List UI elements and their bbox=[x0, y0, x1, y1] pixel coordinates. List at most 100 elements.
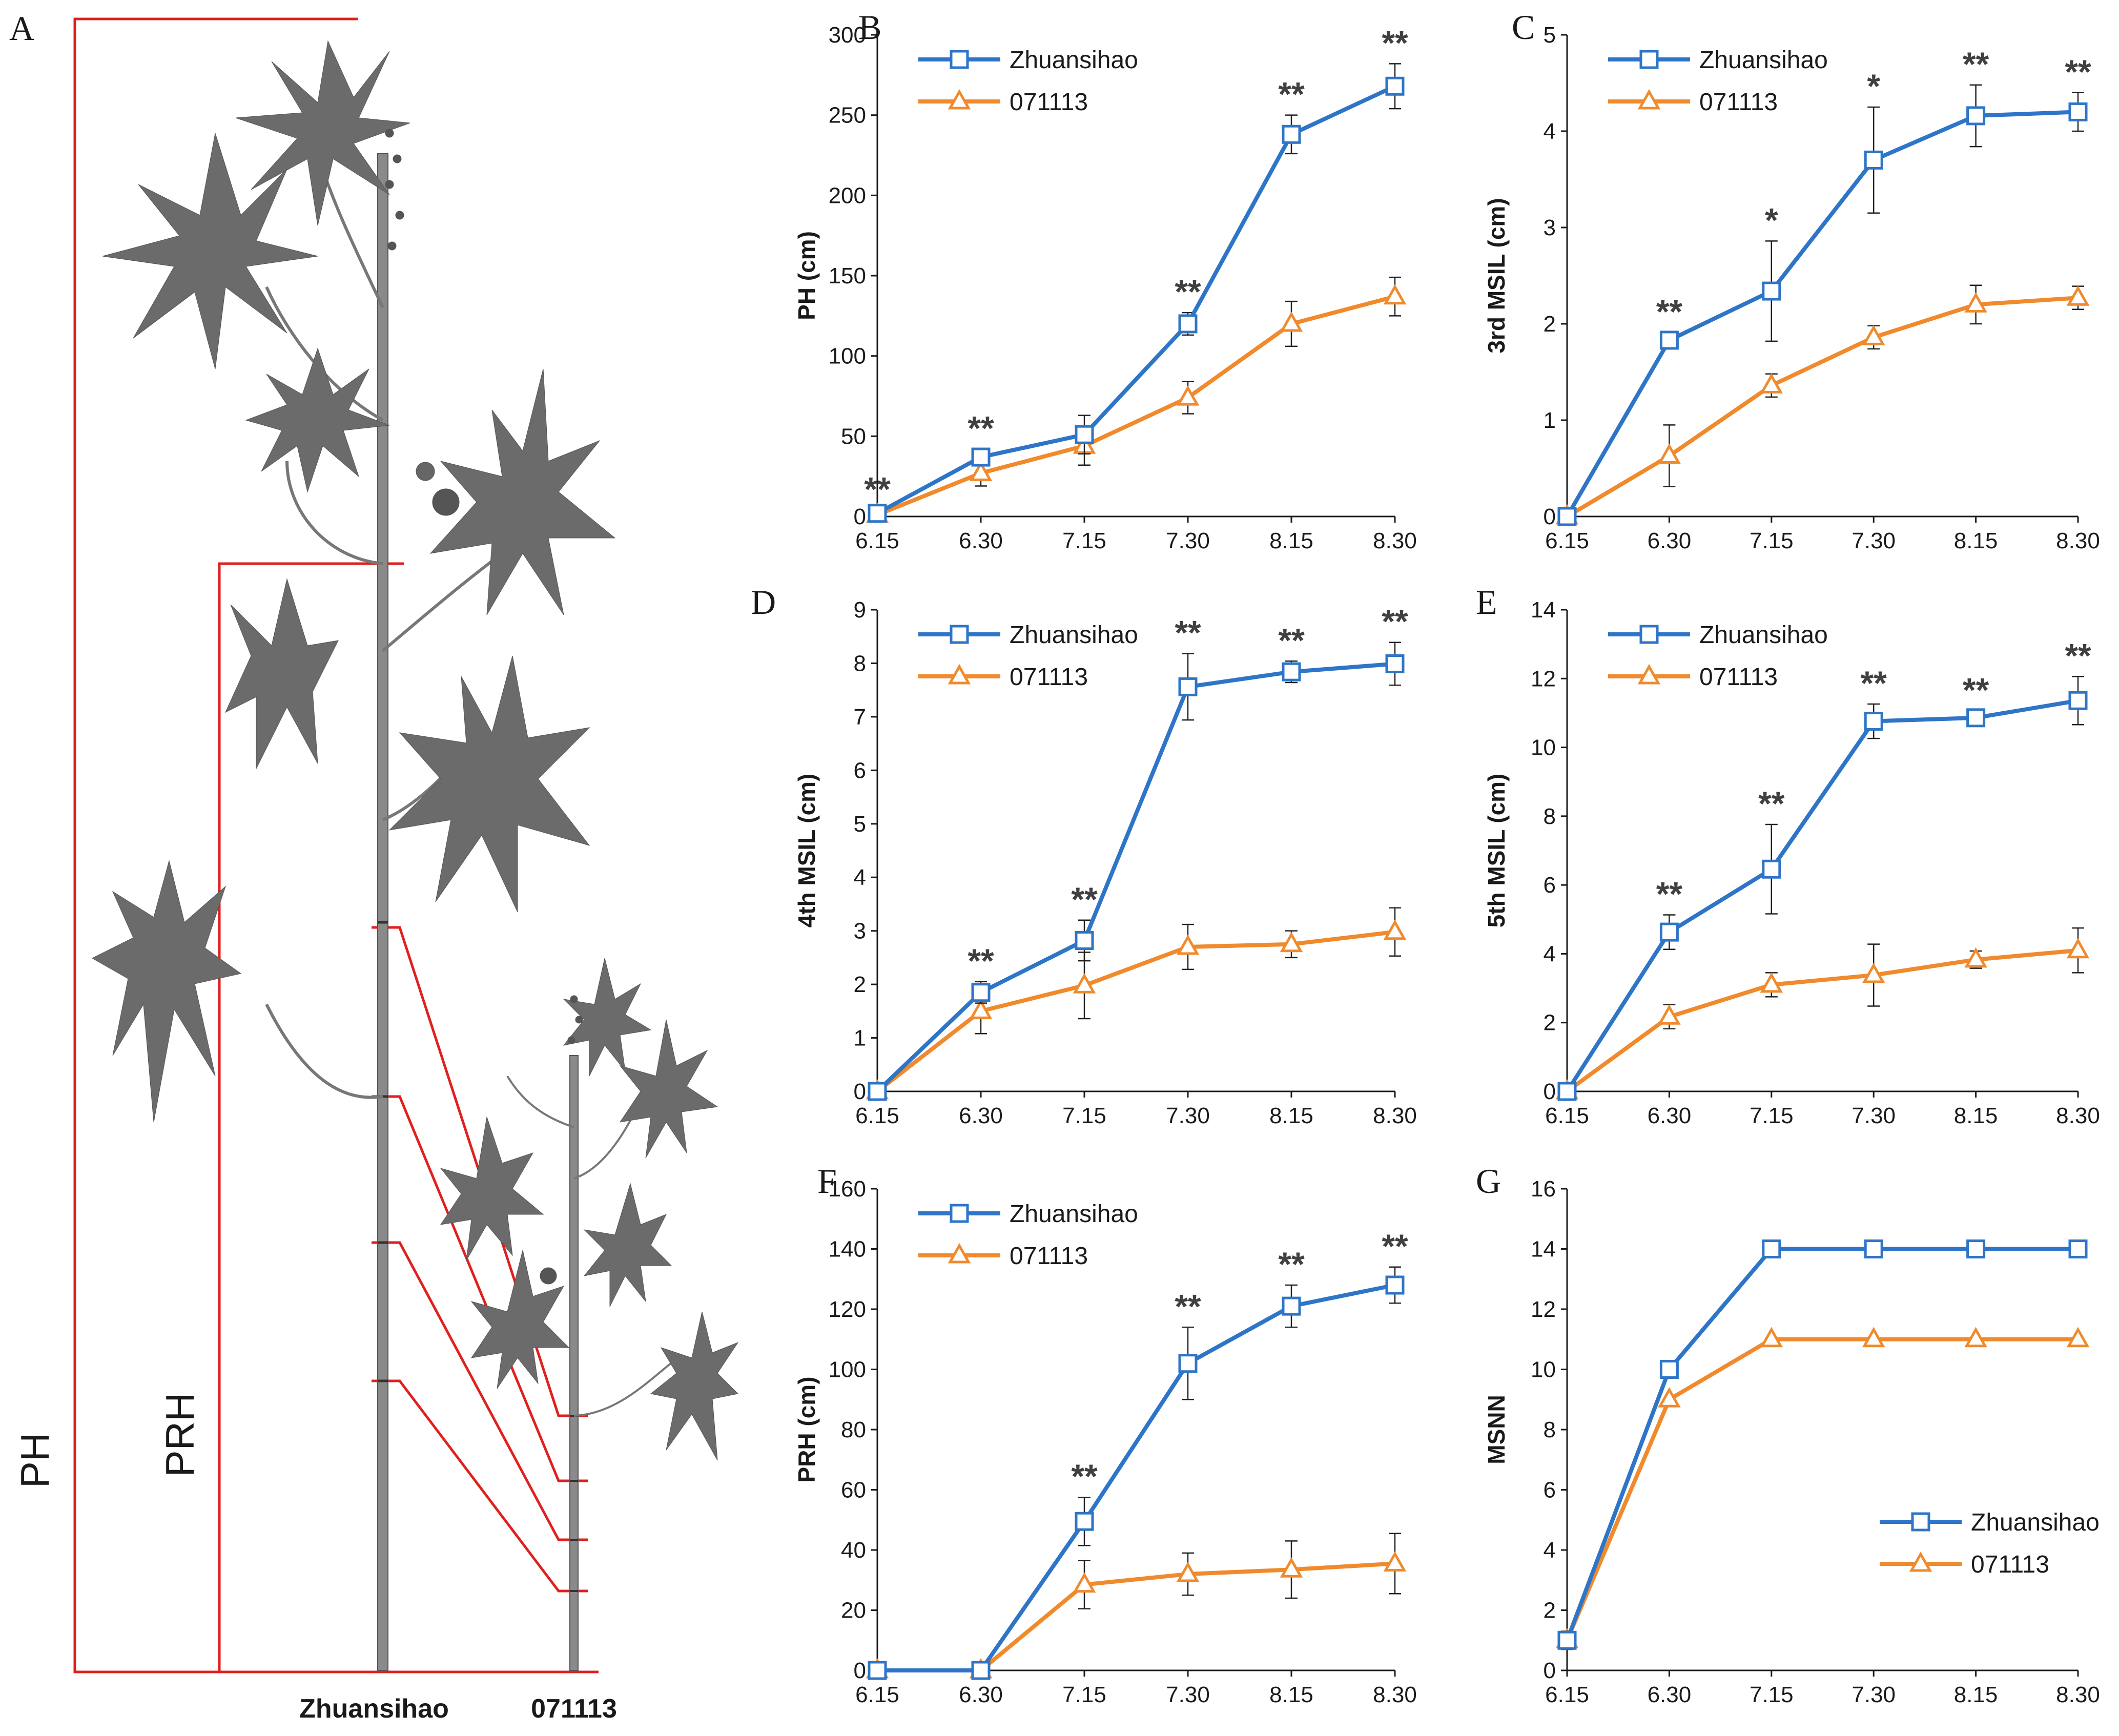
data-point bbox=[1176, 934, 1200, 955]
leaf-small-middle bbox=[245, 347, 390, 493]
y-tick-label: 60 bbox=[841, 1478, 866, 1503]
significance-mark: ** bbox=[1963, 45, 1989, 83]
prh-label: PRH bbox=[157, 1393, 202, 1477]
series-zhuansihao bbox=[868, 642, 1405, 1101]
significance-mark: ** bbox=[1656, 875, 1683, 913]
panel-d-chart: D 0 1 2 3 4 5 6 7 8 9 6.15 6.30 7.15 7.30 8.15 8.30 4th M… bbox=[751, 583, 1417, 1128]
legend-item-071113: 071113 bbox=[1880, 1551, 2049, 1578]
series-line bbox=[1565, 110, 2079, 518]
data-point bbox=[1760, 1327, 1783, 1348]
y-tick-label: 14 bbox=[1531, 1237, 1556, 1262]
data-point bbox=[1760, 972, 1783, 993]
significance-mark: ** bbox=[1382, 1227, 1408, 1265]
data-point bbox=[1762, 281, 1781, 301]
legend-label: 071113 bbox=[1010, 1243, 1088, 1270]
data-point bbox=[969, 461, 993, 481]
y-tick-label: 6 bbox=[1544, 1478, 1556, 1503]
x-tick-label: 8.30 bbox=[2056, 1682, 2100, 1707]
data-point bbox=[1282, 662, 1301, 681]
data-point bbox=[1178, 1354, 1198, 1373]
series-zhuansihao bbox=[1557, 1239, 2088, 1650]
y-tick-label: 5 bbox=[1544, 23, 1556, 48]
legend-label: Zhuansihao bbox=[1010, 622, 1138, 649]
legend-item-071113: 071113 bbox=[1608, 664, 1778, 691]
data-point bbox=[971, 983, 991, 1002]
series-line bbox=[876, 84, 1396, 515]
data-point bbox=[2068, 102, 2088, 121]
x-tick-label: 8.15 bbox=[1954, 528, 1998, 553]
ph-bracket bbox=[73, 17, 599, 1673]
series-zhuansihao bbox=[1557, 676, 2088, 1101]
series-line bbox=[1565, 1247, 2078, 1641]
data-point bbox=[1280, 311, 1303, 332]
small-leaf-1 bbox=[563, 958, 652, 1077]
y-tick-label: 4 bbox=[1544, 941, 1556, 966]
data-point bbox=[2066, 285, 2090, 306]
significance-mark: ** bbox=[1071, 1457, 1098, 1495]
x-tick-label: 7.15 bbox=[1750, 1103, 1794, 1128]
significance-mark: ** bbox=[864, 470, 891, 508]
x-tick-label: 6.15 bbox=[855, 1103, 899, 1128]
significance-mark: ** bbox=[1963, 671, 1989, 709]
y-tick-label: 6 bbox=[1544, 873, 1556, 898]
data-point bbox=[971, 447, 991, 467]
small-leaf-3 bbox=[440, 1117, 544, 1261]
internode-link-4 bbox=[372, 1379, 588, 1593]
y-axis-label: 4th MSIL (cm) bbox=[793, 774, 820, 928]
data-point bbox=[1073, 973, 1096, 994]
x-tick-label: 7.30 bbox=[1166, 1103, 1210, 1128]
panel-letter-f: F bbox=[817, 1162, 837, 1201]
y-tick-label: 14 bbox=[1531, 597, 1556, 623]
x-tick-label: 8.30 bbox=[1373, 528, 1417, 553]
y-tick-label: 300 bbox=[829, 23, 866, 48]
x-tick-label: 7.15 bbox=[1750, 1682, 1794, 1707]
data-point bbox=[969, 999, 993, 1019]
x-tick-label: 6.30 bbox=[959, 1682, 1003, 1707]
data-point bbox=[1862, 1327, 1885, 1348]
leaf-upper-left bbox=[102, 133, 318, 369]
series-071113 bbox=[866, 276, 1407, 523]
data-point bbox=[1762, 1239, 1781, 1258]
data-point bbox=[1075, 425, 1094, 444]
series-zhuansihao bbox=[868, 1266, 1405, 1680]
data-point bbox=[1383, 1551, 1407, 1572]
y-axis-label: PRH (cm) bbox=[793, 1376, 820, 1482]
y-tick-label: 2 bbox=[854, 972, 866, 997]
data-point bbox=[1075, 931, 1094, 950]
significance-mark: ** bbox=[2065, 53, 2091, 91]
panel-letter-e: E bbox=[1476, 583, 1497, 622]
data-point bbox=[1762, 859, 1781, 879]
x-tick-label: 8.15 bbox=[1954, 1682, 1998, 1707]
x-tick-label: 7.15 bbox=[1062, 528, 1106, 553]
series-line bbox=[1566, 948, 2079, 1093]
y-tick-label: 10 bbox=[1531, 735, 1556, 760]
legend-item-071113: 071113 bbox=[1608, 89, 1778, 116]
significance-mark: ** bbox=[1861, 664, 1887, 702]
data-point bbox=[1658, 443, 1681, 464]
x-tick-label: 8.30 bbox=[1373, 1103, 1417, 1128]
y-tick-label: 8 bbox=[1544, 1417, 1556, 1442]
data-point bbox=[1966, 106, 1986, 126]
data-point bbox=[1864, 150, 1883, 170]
x-tick-label: 6.15 bbox=[1545, 1103, 1589, 1128]
x-tick-label: 6.15 bbox=[855, 1682, 899, 1707]
small-leaf-6 bbox=[650, 1311, 739, 1461]
x-tick-label: 6.30 bbox=[1648, 1103, 1692, 1128]
data-point bbox=[2068, 691, 2088, 710]
y-tick-label: 140 bbox=[829, 1237, 866, 1262]
legend-item-zhuansihao: Zhuansihao bbox=[918, 47, 1138, 74]
panel-g-chart: G 0 2 4 6 8 10 12 14 16 6.15 6.30 7.15 7.30 8.15 8.30 MS… bbox=[1476, 1162, 2100, 1707]
y-tick-label: 120 bbox=[829, 1297, 866, 1322]
series-071113 bbox=[866, 1533, 1407, 1679]
y-tick-label: 40 bbox=[841, 1538, 866, 1563]
legend-label: 071113 bbox=[1971, 1551, 2049, 1578]
legend-label: Zhuansihao bbox=[1971, 1509, 2100, 1536]
data-point bbox=[1075, 1512, 1094, 1531]
data-point bbox=[1864, 712, 1883, 731]
significance-mark: ** bbox=[1175, 614, 1201, 652]
series-zhuansihao bbox=[1557, 84, 2088, 526]
data-point bbox=[1964, 947, 1987, 968]
significance-mark: ** bbox=[1278, 621, 1305, 659]
data-point bbox=[1966, 1239, 1986, 1258]
leaf-right-upper bbox=[429, 368, 616, 615]
